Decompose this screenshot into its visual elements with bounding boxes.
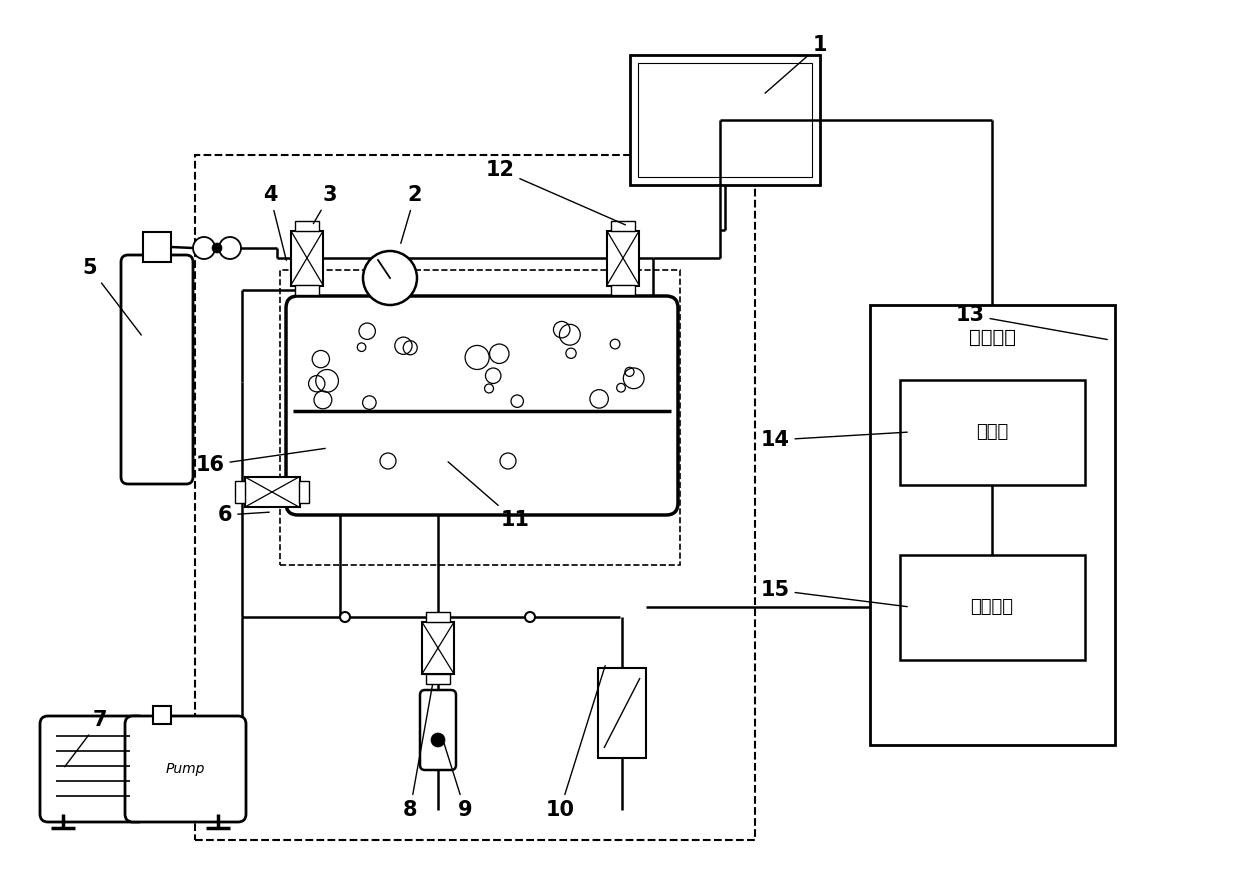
- FancyBboxPatch shape: [630, 55, 820, 185]
- FancyBboxPatch shape: [598, 668, 646, 758]
- Text: 13: 13: [956, 305, 1107, 340]
- Text: 8: 8: [403, 685, 433, 820]
- FancyBboxPatch shape: [870, 305, 1115, 745]
- Text: 1: 1: [765, 35, 827, 93]
- Text: 11: 11: [448, 462, 529, 530]
- Text: 处理器: 处理器: [976, 423, 1008, 441]
- Circle shape: [212, 243, 222, 253]
- FancyBboxPatch shape: [422, 622, 454, 674]
- FancyBboxPatch shape: [40, 716, 146, 822]
- FancyBboxPatch shape: [611, 285, 635, 295]
- Text: 4: 4: [263, 185, 286, 260]
- Circle shape: [219, 237, 241, 259]
- FancyBboxPatch shape: [420, 690, 456, 770]
- FancyBboxPatch shape: [299, 481, 309, 503]
- FancyBboxPatch shape: [900, 555, 1085, 660]
- FancyBboxPatch shape: [611, 221, 635, 231]
- FancyBboxPatch shape: [608, 231, 639, 286]
- FancyBboxPatch shape: [286, 296, 678, 515]
- Text: 测试终端: 测试终端: [968, 327, 1016, 346]
- FancyBboxPatch shape: [639, 63, 812, 177]
- Text: 14: 14: [760, 430, 908, 450]
- Text: 2: 2: [401, 185, 423, 243]
- Text: 7: 7: [64, 710, 107, 766]
- FancyBboxPatch shape: [153, 706, 171, 724]
- Text: 9: 9: [444, 743, 472, 820]
- Text: Pump: Pump: [165, 762, 205, 776]
- Text: 6: 6: [218, 505, 269, 525]
- Text: 通信单元: 通信单元: [971, 598, 1013, 616]
- FancyBboxPatch shape: [427, 674, 450, 684]
- FancyBboxPatch shape: [125, 716, 246, 822]
- FancyBboxPatch shape: [295, 285, 319, 295]
- Text: 3: 3: [314, 185, 337, 224]
- Circle shape: [363, 251, 417, 305]
- Text: 16: 16: [196, 448, 325, 475]
- FancyBboxPatch shape: [427, 612, 450, 622]
- FancyBboxPatch shape: [246, 477, 300, 507]
- FancyBboxPatch shape: [143, 232, 171, 262]
- FancyBboxPatch shape: [291, 231, 322, 286]
- FancyBboxPatch shape: [236, 481, 246, 503]
- Text: 10: 10: [546, 666, 605, 820]
- FancyBboxPatch shape: [295, 221, 319, 231]
- Circle shape: [432, 733, 445, 747]
- FancyBboxPatch shape: [122, 255, 193, 484]
- Circle shape: [193, 237, 215, 259]
- Text: 5: 5: [83, 258, 141, 335]
- Circle shape: [340, 612, 350, 622]
- Text: 12: 12: [486, 160, 625, 225]
- FancyBboxPatch shape: [900, 380, 1085, 485]
- Circle shape: [525, 612, 534, 622]
- Text: 15: 15: [760, 580, 908, 606]
